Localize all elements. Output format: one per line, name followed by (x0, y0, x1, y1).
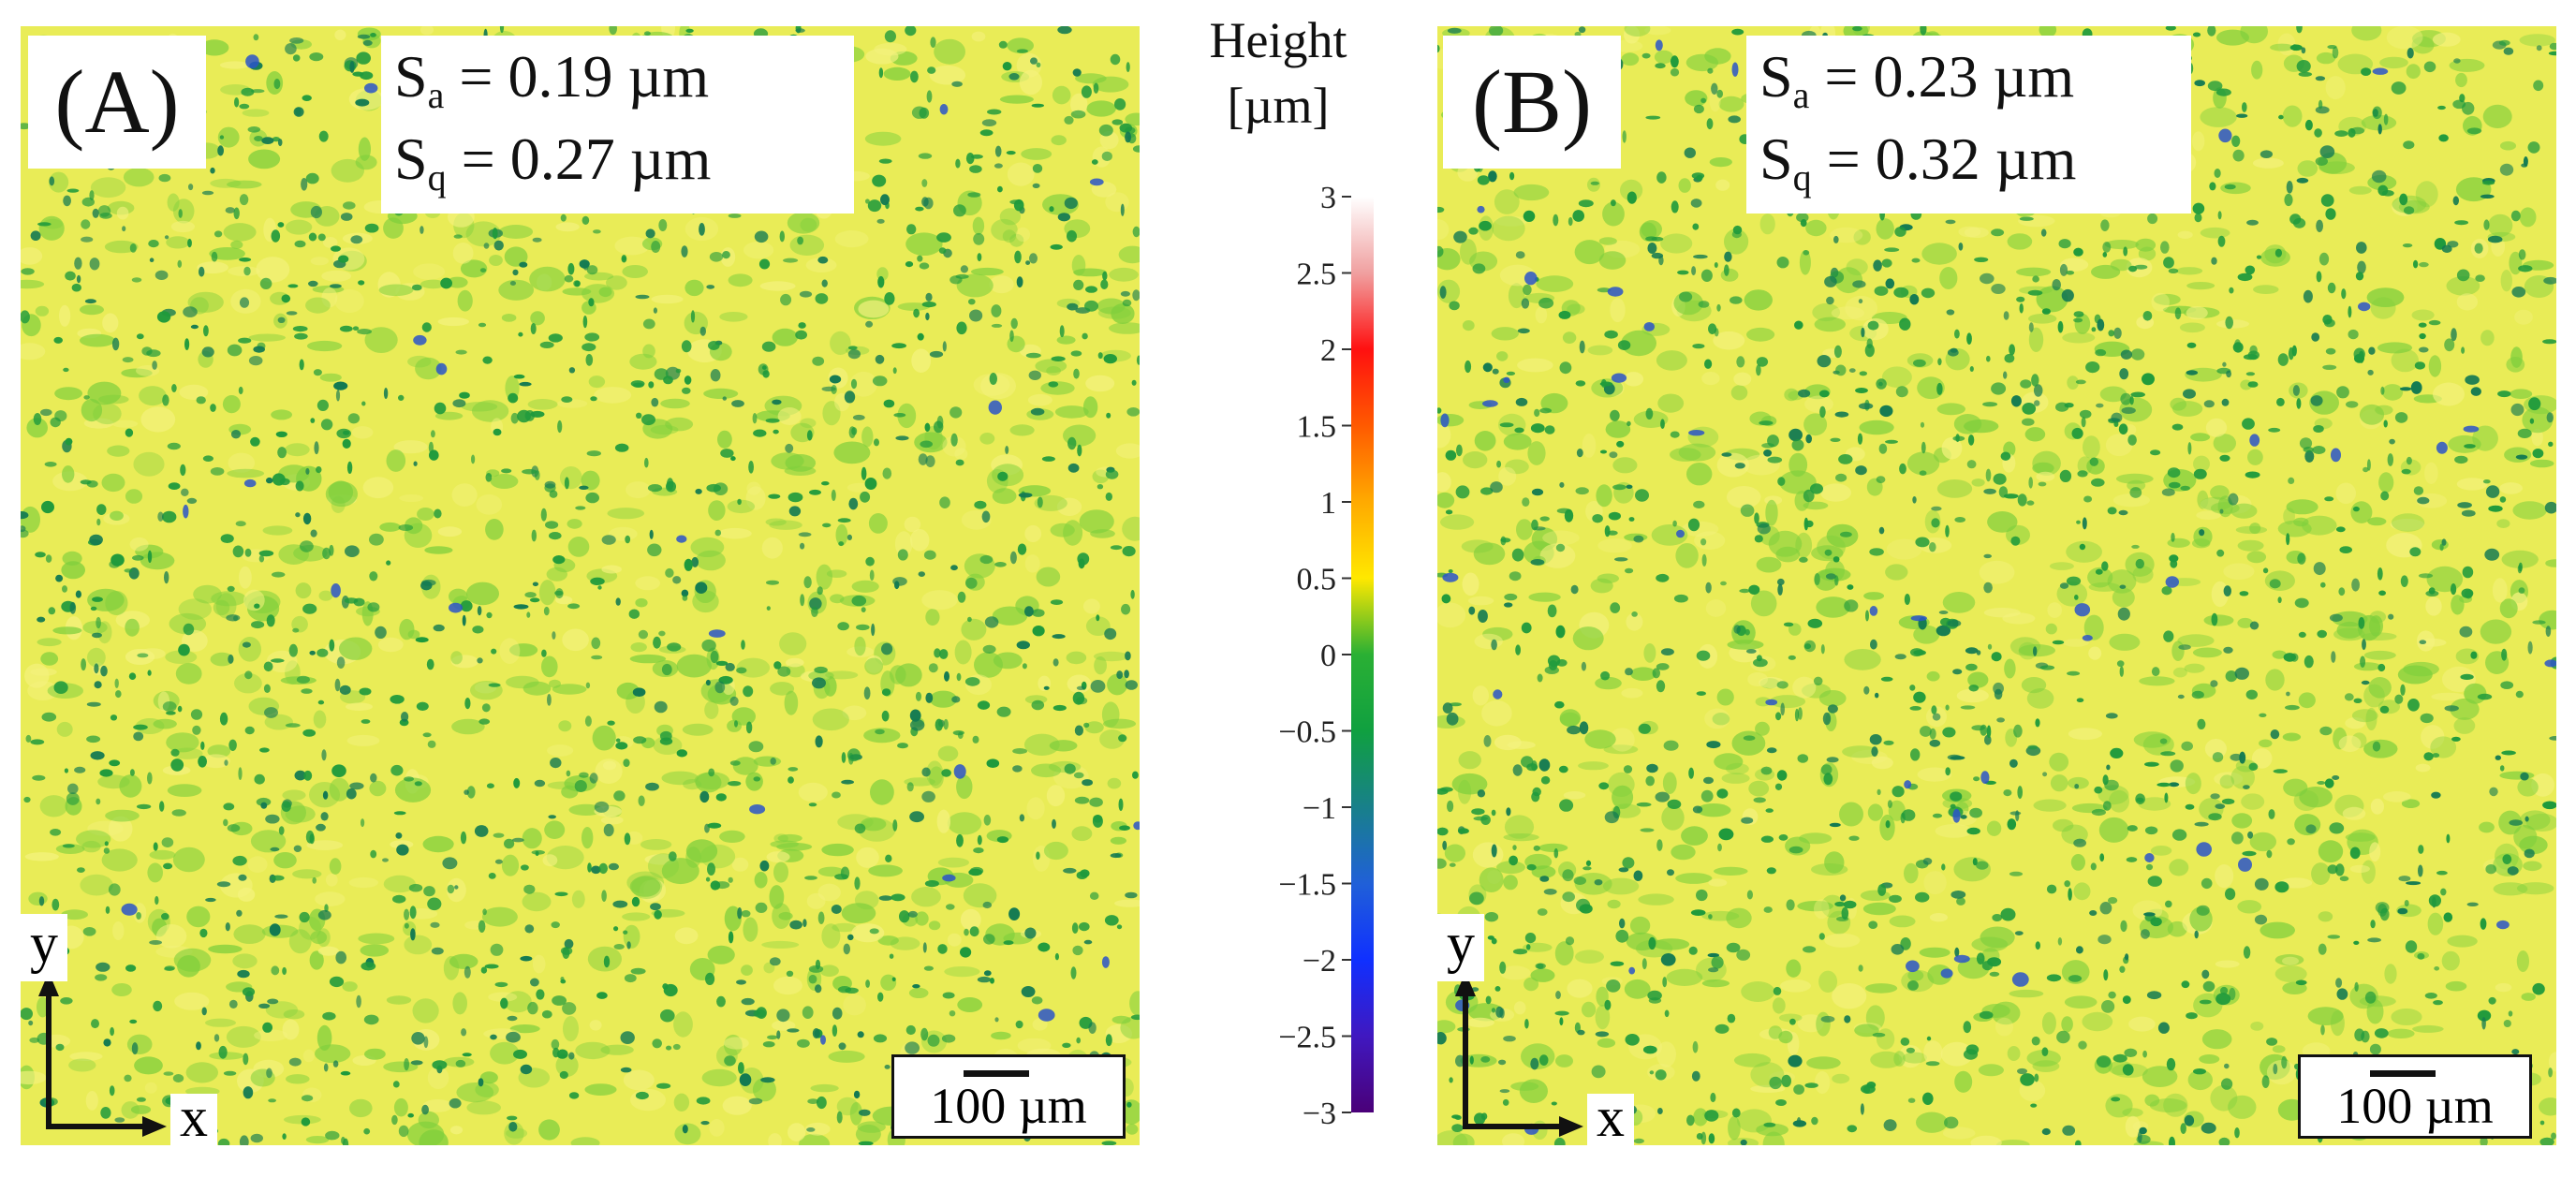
colorbar-tick-label: −3 (1303, 1097, 1336, 1131)
scale-bar-line-b (2370, 1070, 2436, 1077)
axis-x-label-a: x (170, 1089, 217, 1145)
scale-bar-b: 100 µm (2298, 1054, 2532, 1139)
axis-y-label-b: y (1437, 914, 1484, 981)
colorbar-title: Height (1209, 12, 1347, 68)
colorbar-unit: [µm] (1227, 78, 1330, 134)
sa-line-b: Sa = 0.23 µm (1759, 43, 2075, 116)
height-colorbar: Height [µm] 3 2.5 2 1.5 1 0.5 0 −0.5 −1 −1.5 −2 −2.… (1175, 0, 1391, 1178)
colorbar-tick-label: 1 (1320, 486, 1336, 521)
sq-line-a: Sq = 0.27 µm (394, 125, 712, 199)
sq-line-b: Sq = 0.32 µm (1759, 125, 2077, 199)
colorbar-tick-label: 0 (1320, 639, 1336, 673)
colorbar-gradient (1351, 197, 1374, 1112)
colorbar-tick-label: −0.5 (1278, 715, 1336, 750)
surface-map-a: (A) Sa = 0.19 µm Sq = 0.27 µm y x 100 µm (21, 26, 1140, 1145)
colorbar-scale: 3 2.5 2 1.5 1 0.5 0 −0.5 −1 −1.5 −2 −2.5 −3 (1278, 181, 1374, 1131)
colorbar-tick-label: 3 (1320, 181, 1336, 215)
colorbar-tick-label: −2 (1303, 944, 1336, 979)
roughness-stats-b: Sa = 0.23 µm Sq = 0.32 µm (1746, 36, 2191, 214)
colorbar-tick-label: 0.5 (1297, 563, 1337, 597)
colorbar-tick-label: 1.5 (1297, 410, 1337, 445)
scale-bar-label-a: 100 µm (930, 1078, 1087, 1134)
scale-bar-line-a (964, 1070, 1029, 1077)
scale-bar-a: 100 µm (891, 1054, 1126, 1139)
panel-label-a: (A) (28, 36, 206, 169)
xy-axes-icon-a (38, 972, 167, 1137)
colorbar-tick-label: −1.5 (1278, 868, 1336, 903)
roughness-stats-a: Sa = 0.19 µm Sq = 0.27 µm (381, 36, 854, 214)
surface-map-b: (B) Sa = 0.23 µm Sq = 0.32 µm y x 100 µm (1437, 26, 2556, 1145)
axis-x-label-b: x (1587, 1089, 1634, 1145)
axis-y-label-a: y (21, 914, 67, 981)
scale-bar-label-b: 100 µm (2336, 1078, 2494, 1134)
colorbar-tick-label: −2.5 (1278, 1021, 1336, 1055)
colorbar-tick-label: −1 (1303, 791, 1336, 826)
xy-axes-icon-b (1455, 972, 1583, 1137)
colorbar-tick-label: 2 (1320, 333, 1336, 368)
sa-line-a: Sa = 0.19 µm (394, 43, 710, 116)
panel-label-b: (B) (1443, 36, 1621, 169)
colorbar-tick-label: 2.5 (1297, 258, 1337, 292)
